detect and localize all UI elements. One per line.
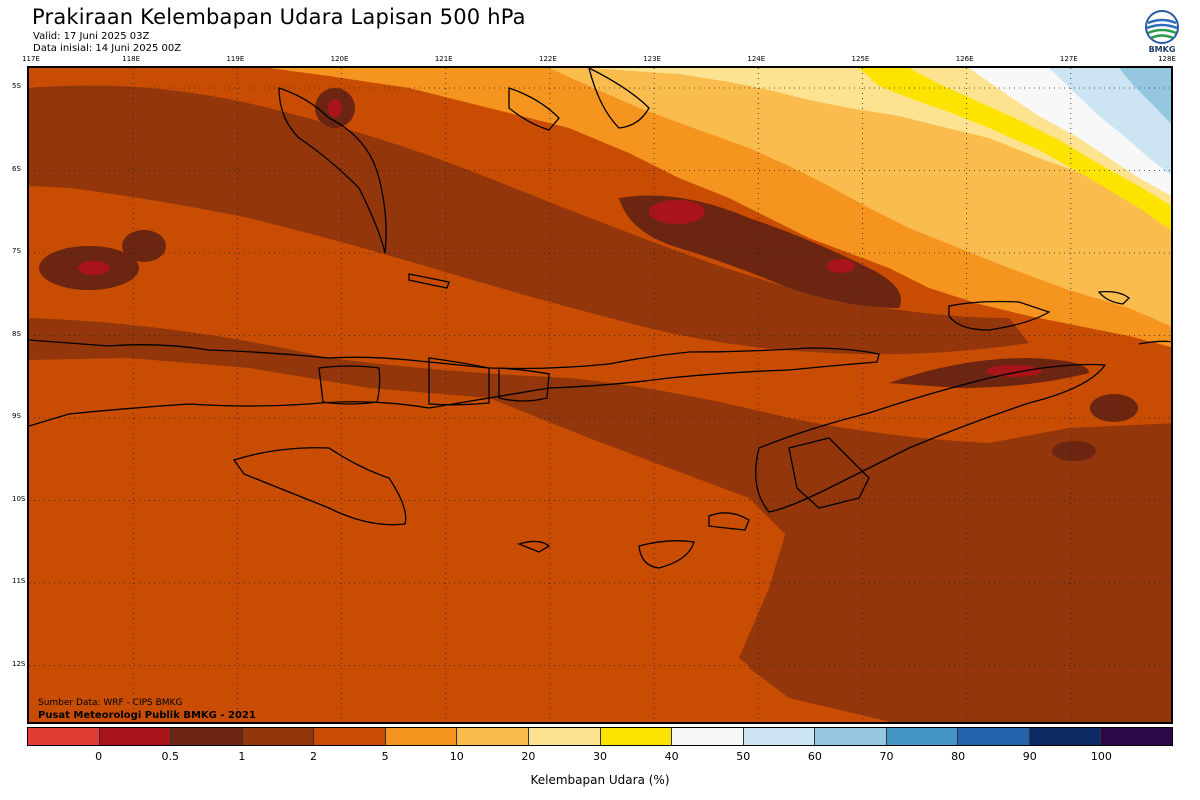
colorbar-tick: 2 [310,750,317,763]
field-1-2-b [122,230,166,262]
buton-island [588,68,650,129]
longitude-label: 123E [643,55,661,63]
bmkg-logo-icon [1145,10,1179,44]
colorbar-swatch [385,728,458,745]
longitude-label: 122E [539,55,557,63]
field-0-5-b [328,99,342,117]
field-1-2-g [1052,441,1096,461]
colorbar-tick: 20 [521,750,536,763]
colorbar-tick: 0 [95,750,103,763]
colorbar-tick: 70 [879,750,894,763]
colorbar-swatch [958,728,1030,745]
longitude-label: 117E [22,55,40,63]
timor-island [755,363,1107,513]
bmkg-logo-text: BMKG [1148,45,1176,54]
colorbar-swatch [457,728,529,745]
sulawesi-selayar [278,87,387,254]
timor-border [788,437,870,509]
colorbar-swatch [242,728,315,745]
longitude-label: 125E [851,55,870,63]
latitude-label: 11S [12,577,26,585]
island-segment-b [498,367,550,402]
field-2-5-north [29,85,1029,355]
valid-time: Valid: 17 Juni 2025 03Z [33,31,150,42]
longitude-label: 121E [434,55,453,63]
map-gridlines [29,68,1171,722]
colorbar-tick: 50 [736,750,751,763]
colorbar-tick: 100 [1090,750,1112,763]
humidity-map [27,66,1173,724]
colorbar-tick: 30 [593,750,607,763]
longitude-label: 127E [1059,55,1078,63]
colorbar-swatch [314,728,386,745]
field-1-2-f [1090,394,1138,422]
colorbar-tick: 80 [951,750,966,763]
sawu-island [638,540,695,569]
colorbar-tick: 10 [449,750,464,763]
small-island-c [408,273,450,289]
colorbar-swatch [815,728,887,745]
field-1-2-d [619,195,901,308]
colorbar-tick: 60 [807,750,822,763]
latitude-label: 10S [12,494,26,503]
colorbar-swatch [171,728,243,745]
latitude-label: 8S [12,329,21,338]
longitude-label: 126E [955,55,974,63]
small-island-b [508,87,560,131]
colorbar-swatch [600,728,673,745]
latitude-label: 9S [12,412,21,420]
colorbar-label: Kelembapan Udara (%) [530,773,670,787]
sumba-island [232,447,407,526]
humidity-field [29,68,1171,722]
field-0-5-e [986,365,1042,377]
field-0-5-c [649,200,705,224]
latitude-label: 12S [12,659,26,668]
map-title: Prakiraan Kelembapan Udara Lapisan 500 h… [32,5,526,29]
lesser-sunda-north-coast [29,339,880,427]
small-island-a [517,540,551,553]
colorbar-tick: 40 [664,750,679,763]
colorbar-swatch [672,728,744,745]
island-segment-a [428,357,490,406]
initial-data-time: Data inisial: 14 Juni 2025 00Z [33,43,182,54]
field-0-5-a [78,261,110,275]
small-island-e [1138,340,1171,345]
latitude-label: 7S [12,247,21,255]
data-source: Sumber Data: WRF - CIPS BMKG [38,698,183,708]
longitude-label: 124E [747,55,766,63]
colorbar-swatch [886,728,959,745]
small-island-d [1097,290,1130,305]
colorbar-tick: 5 [381,750,389,763]
small-island-rote [708,512,750,531]
field-0-5-d [827,259,855,273]
publisher: Pusat Meteorologi Publik BMKG - 2021 [38,710,256,721]
wetar-island [948,300,1051,331]
colorbar-swatch [528,728,601,745]
colorbar [27,727,1173,746]
longitude-label: 128E [1158,55,1176,63]
colorbar-swatch [1029,728,1102,745]
field-2-5-southeast [749,478,1171,722]
colorbar-swatch [28,728,100,745]
longitude-label: 119E [226,55,245,63]
field-60-70 [1049,68,1171,175]
latitude-label: 5S [12,82,21,90]
latitude-label: 6S [12,164,21,173]
field-70-80 [1119,68,1171,124]
colorbar-tick: 0.5 [161,750,180,763]
sumbawa-east [318,365,381,405]
colorbar-tick: 90 [1022,750,1037,763]
longitude-label: 118E [122,55,141,63]
colorbar-tick: 1 [238,750,246,763]
coastlines [29,68,1171,569]
colorbar-swatch [99,728,172,745]
colorbar-swatch [743,728,816,745]
longitude-label: 120E [330,55,349,63]
colorbar-swatch [1101,728,1172,745]
